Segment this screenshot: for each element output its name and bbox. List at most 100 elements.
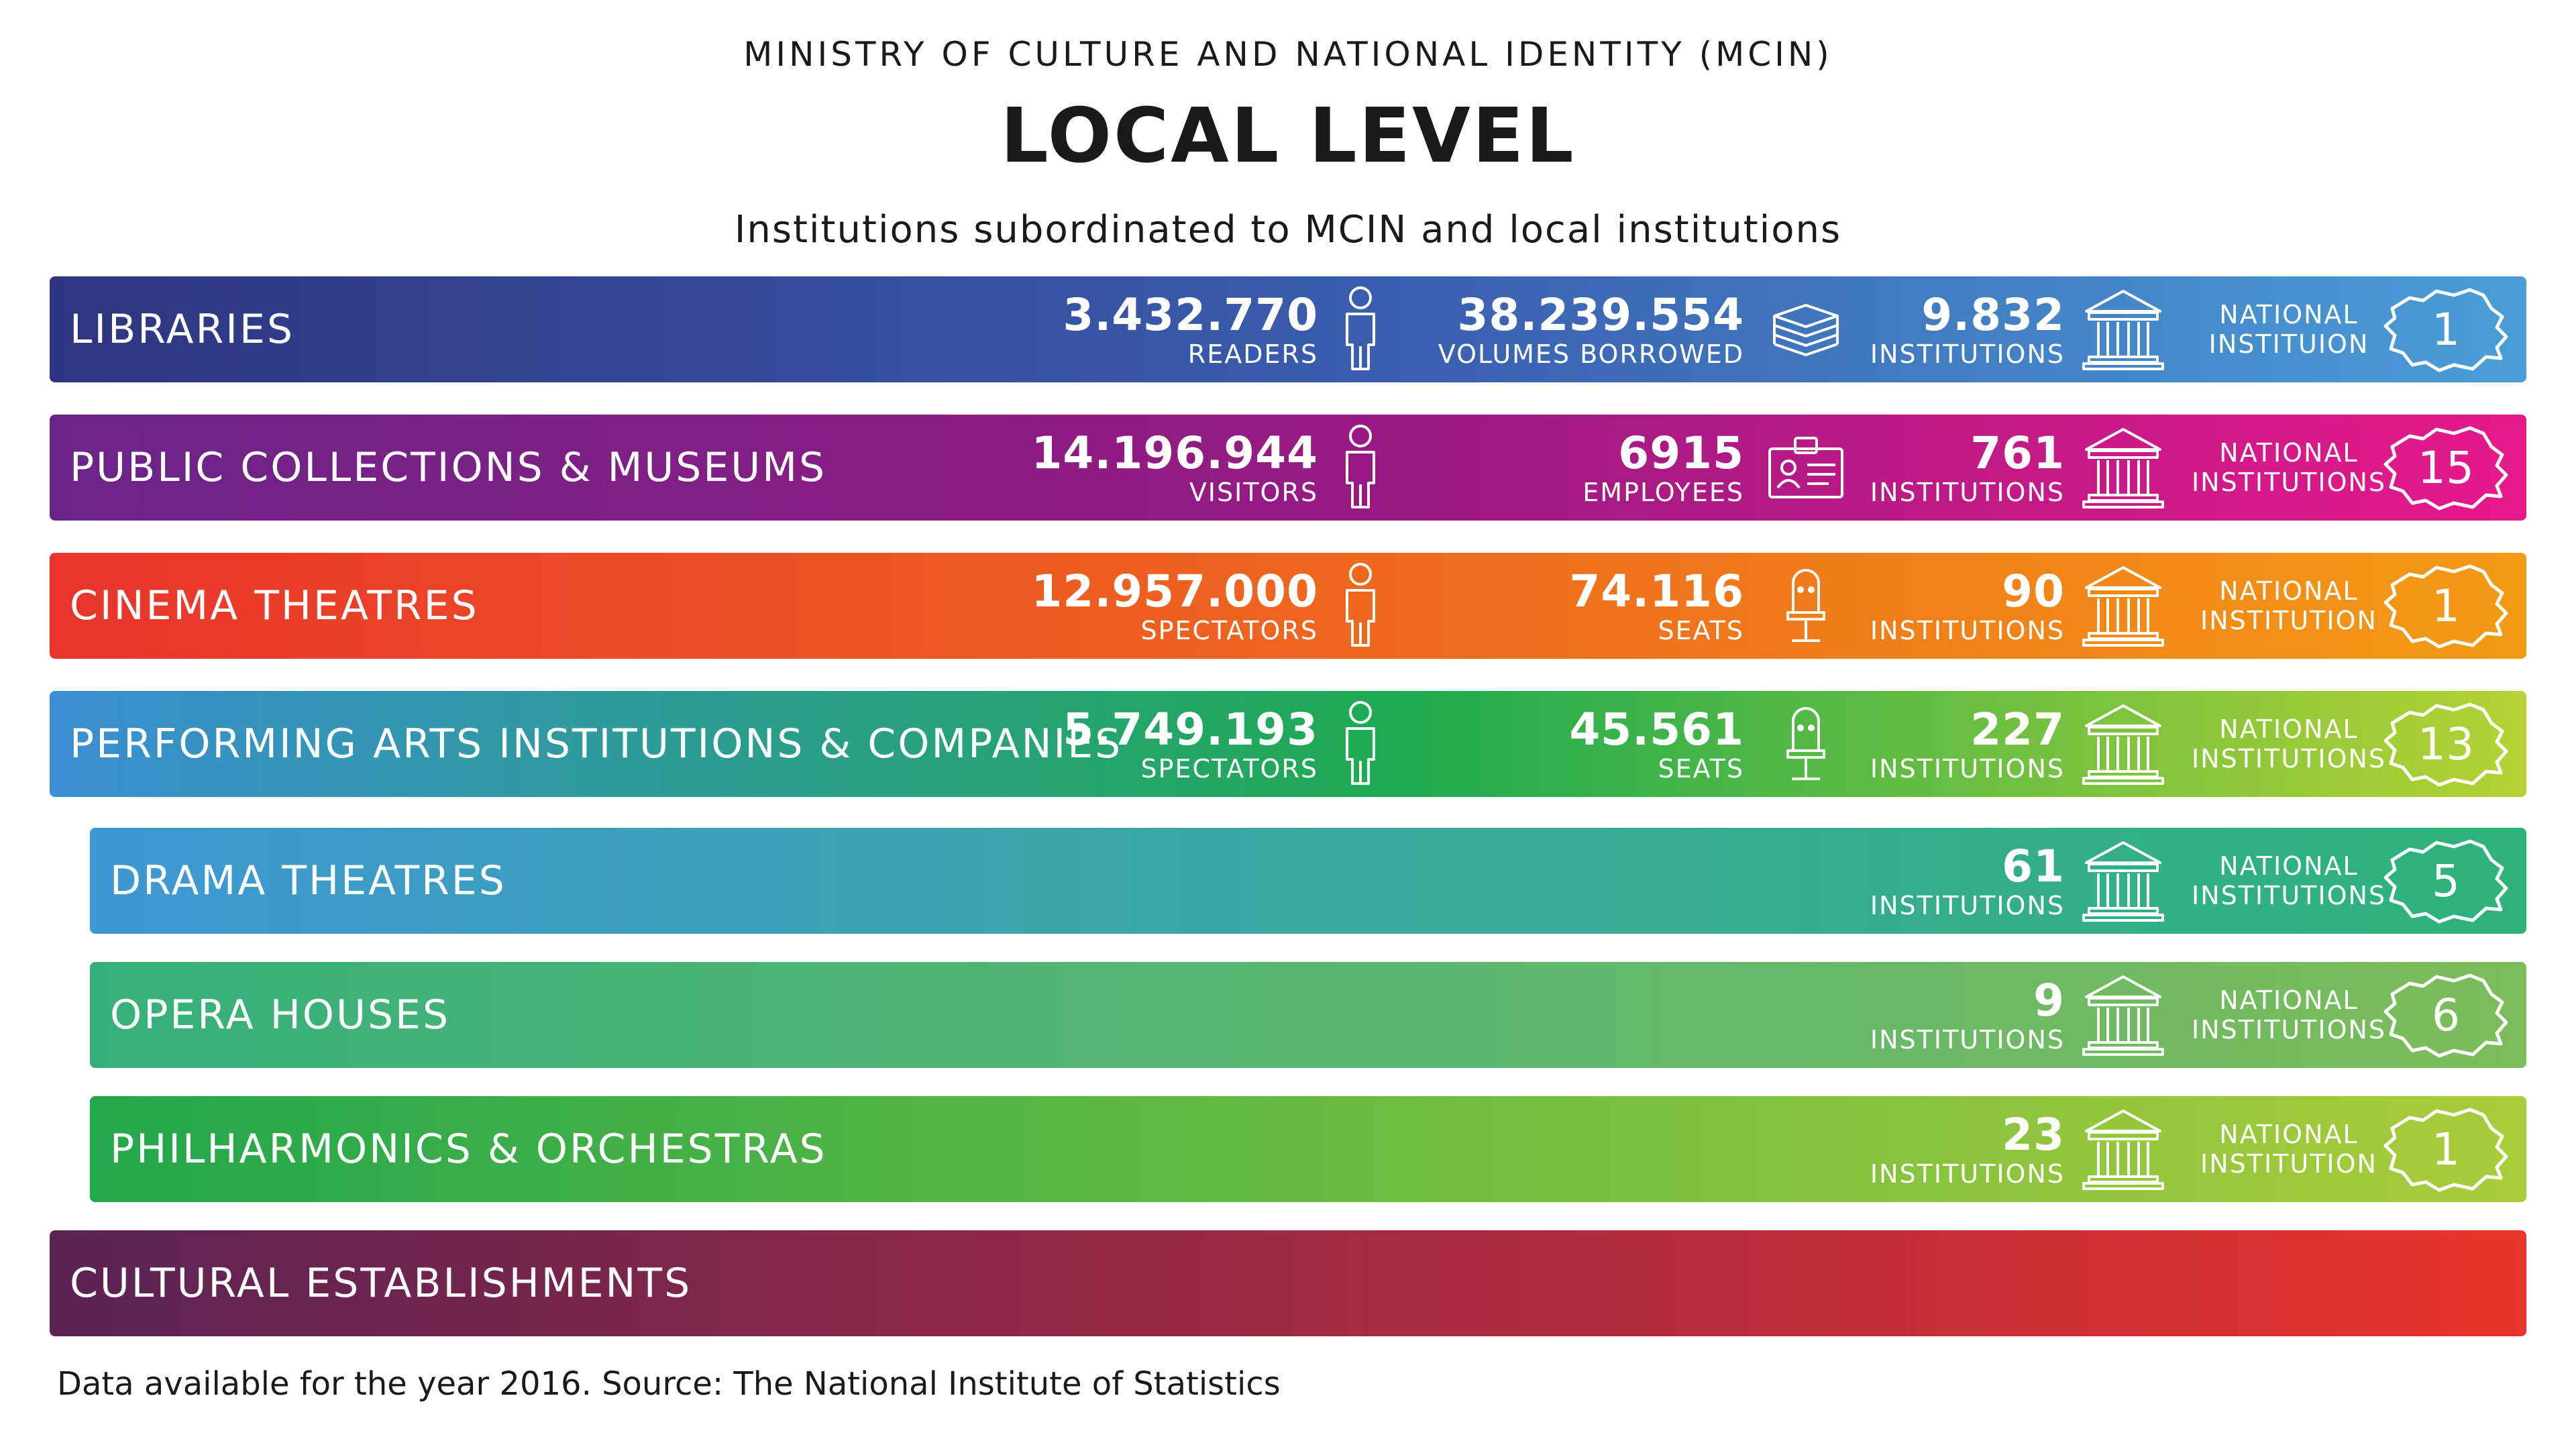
- national-label: NATIONAL INSTITUTION: [2188, 1120, 2390, 1179]
- national-count: 1: [2432, 1124, 2460, 1175]
- national-count-badge: 13: [2379, 700, 2513, 789]
- institutions-unit: INSTITUTIONS: [1870, 1025, 2065, 1055]
- stat-secondary-unit: SEATS: [1658, 616, 1744, 645]
- category-name: PHILHARMONICS & ORCHESTRAS: [110, 1126, 827, 1173]
- institutions-value: 61: [2002, 841, 2065, 892]
- stat-secondary-value: 45.561: [1569, 704, 1744, 755]
- category-name: LIBRARIES: [70, 306, 294, 353]
- national-label: NATIONAL INSTITUION: [2188, 300, 2390, 359]
- stat-primary: 3.432.770 READERS: [1063, 291, 1318, 370]
- institutions-unit: INSTITUTIONS: [1870, 891, 2065, 920]
- national-label: NATIONAL INSTITUTION: [2188, 576, 2390, 635]
- national-count-badge: 1: [2379, 562, 2513, 651]
- category-row-cultural-establishments: CULTURAL ESTABLISHMENTS: [50, 1230, 2526, 1336]
- institutions-value: 9.832: [1921, 289, 2065, 341]
- national-count: 15: [2418, 442, 2474, 494]
- institutions-count: 9 INSTITUTIONS: [1870, 977, 2065, 1055]
- national-count: 1: [2432, 580, 2460, 632]
- stat-primary: 14.196.944 VISITORS: [1031, 427, 1318, 508]
- national-count-badge: 5: [2379, 837, 2513, 926]
- institutions-unit: INSTITUTIONS: [1870, 1159, 2065, 1189]
- person-icon: [1340, 284, 1381, 372]
- person-icon: [1340, 423, 1381, 510]
- ministry-heading: MINISTRY OF CULTURE AND NATIONAL IDENTIT…: [743, 35, 1833, 74]
- national-count: 13: [2418, 718, 2474, 770]
- national-label-line2: INSTITUTIONS: [2191, 881, 2387, 910]
- stat-primary-unit: READERS: [1187, 339, 1318, 369]
- stat-primary: 5.749.193 SPECTATORS: [1063, 706, 1318, 784]
- national-count-badge: 15: [2379, 424, 2513, 513]
- national-count: 5: [2432, 855, 2460, 907]
- institutions-count: 9.832 INSTITUTIONS: [1870, 289, 2065, 370]
- institutions-value: 9: [2033, 975, 2065, 1026]
- stat-secondary-unit: EMPLOYEES: [1582, 478, 1744, 507]
- category-row-opera-houses: OPERA HOUSES 9 INSTITUTIONS NATIONAL INS…: [90, 962, 2526, 1068]
- institutions-count: 90 INSTITUTIONS: [1870, 566, 2065, 646]
- stat-secondary-value: 6915: [1618, 427, 1744, 479]
- building-icon: [2080, 424, 2167, 511]
- national-count: 1: [2432, 304, 2460, 356]
- id-badge-icon: [1766, 434, 1846, 501]
- stat-secondary-value: 38.239.554: [1457, 289, 1744, 341]
- national-label-line1: NATIONAL: [2219, 985, 2359, 1015]
- category-row-libraries: LIBRARIES 3.432.770 READERS 38.239.554 V…: [50, 276, 2526, 382]
- national-label: NATIONAL INSTITUTIONS: [2188, 714, 2390, 773]
- institutions-unit: INSTITUTIONS: [1870, 339, 2065, 369]
- category-name: OPERA HOUSES: [110, 991, 451, 1038]
- category-row-performing-arts-institutions-and-companies: PERFORMING ARTS INSTITUTIONS & COMPANIES…: [50, 691, 2526, 797]
- institutions-unit: INSTITUTIONS: [1870, 478, 2065, 507]
- category-name: CINEMA THEATRES: [70, 582, 479, 629]
- national-count-badge: 1: [2379, 286, 2513, 374]
- category-name: PERFORMING ARTS INSTITUTIONS & COMPANIES: [70, 720, 1123, 767]
- page-title: LOCAL LEVEL: [1000, 93, 1576, 180]
- institutions-count: 761 INSTITUTIONS: [1870, 427, 2065, 508]
- building-icon: [2080, 971, 2167, 1059]
- stat-secondary: 6915 EMPLOYEES: [1582, 427, 1744, 508]
- stat-primary: 12.957.000 SPECTATORS: [1031, 566, 1318, 646]
- stat-primary-value: 5.749.193: [1063, 704, 1318, 755]
- books-icon: [1769, 296, 1843, 363]
- stat-secondary-value: 74.116: [1569, 566, 1744, 617]
- person-icon: [1340, 699, 1381, 786]
- national-count: 6: [2432, 989, 2460, 1041]
- institutions-count: 227 INSTITUTIONS: [1870, 706, 2065, 784]
- person-icon: [1340, 561, 1381, 648]
- stat-primary-unit: SPECTATORS: [1140, 754, 1318, 784]
- national-label: NATIONAL INSTITUTIONS: [2188, 985, 2390, 1044]
- stat-secondary: 38.239.554 VOLUMES BORROWED: [1438, 289, 1744, 370]
- stat-secondary-unit: SEATS: [1658, 754, 1744, 784]
- national-count-badge: 6: [2379, 971, 2513, 1060]
- seat-icon: [1782, 566, 1829, 646]
- institutions-unit: INSTITUTIONS: [1870, 616, 2065, 645]
- category-row-drama-theatres: DRAMA THEATRES 61 INSTITUTIONS NATIONAL …: [90, 828, 2526, 934]
- stat-primary-unit: SPECTATORS: [1140, 616, 1318, 645]
- source-note: Data available for the year 2016. Source…: [57, 1365, 1281, 1403]
- building-icon: [2080, 286, 2167, 373]
- national-count-badge: 1: [2379, 1106, 2513, 1194]
- stat-secondary-unit: VOLUMES BORROWED: [1438, 339, 1744, 369]
- seat-icon: [1782, 704, 1829, 784]
- national-label-line2: INSTITUTIONS: [2191, 468, 2387, 497]
- stat-secondary: 74.116 SEATS: [1569, 566, 1744, 646]
- national-label-line2: INSTITUION: [2208, 329, 2369, 359]
- stat-primary-unit: VISITORS: [1189, 478, 1318, 507]
- national-label-line2: INSTITUTION: [2200, 1149, 2377, 1179]
- building-icon: [2080, 700, 2167, 788]
- institutions-value: 90: [2002, 566, 2065, 617]
- building-icon: [2080, 1106, 2167, 1193]
- category-name: CULTURAL ESTABLISHMENTS: [70, 1260, 692, 1307]
- category-name: PUBLIC COLLECTIONS & MUSEUMS: [70, 444, 827, 491]
- national-label: NATIONAL INSTITUTIONS: [2188, 851, 2390, 910]
- stat-primary-value: 14.196.944: [1031, 427, 1318, 479]
- stat-primary-value: 12.957.000: [1031, 566, 1318, 617]
- national-label: NATIONAL INSTITUTIONS: [2188, 438, 2390, 497]
- institutions-count: 61 INSTITUTIONS: [1870, 841, 2065, 921]
- institutions-value: 23: [2002, 1109, 2065, 1161]
- national-label-line1: NATIONAL: [2219, 300, 2359, 329]
- category-row-philharmonics-and-orchestras: PHILHARMONICS & ORCHESTRAS 23 INSTITUTIO…: [90, 1096, 2526, 1202]
- category-name: DRAMA THEATRES: [110, 857, 506, 904]
- institutions-value: 761: [1970, 427, 2065, 479]
- category-row-public-collections-and-museums: PUBLIC COLLECTIONS & MUSEUMS 14.196.944 …: [50, 415, 2526, 521]
- national-label-line1: NATIONAL: [2219, 576, 2359, 606]
- national-label-line2: INSTITUTION: [2200, 606, 2377, 635]
